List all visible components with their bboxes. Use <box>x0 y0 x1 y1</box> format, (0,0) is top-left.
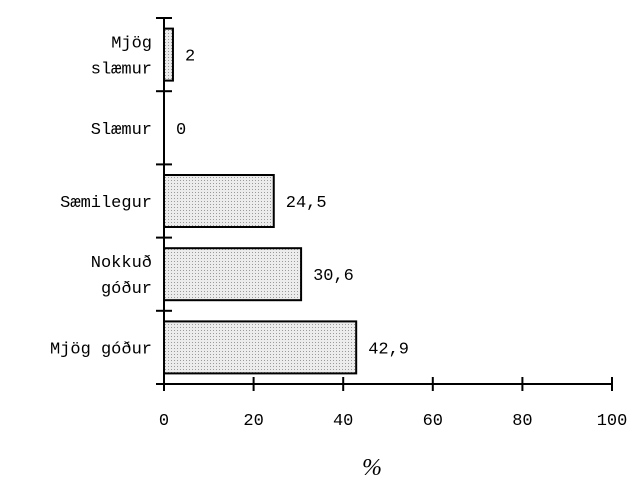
data-label: 24,5 <box>286 194 327 213</box>
category-label: Slæmur <box>91 121 152 140</box>
x-axis-title: % <box>362 455 382 481</box>
category-label: Sæmilegur <box>60 194 152 213</box>
x-tick-label: 60 <box>423 412 443 431</box>
x-tick-label: 20 <box>243 412 263 431</box>
bar <box>163 320 358 375</box>
x-tick-label: 40 <box>333 412 353 431</box>
category-label: Mjög <box>111 35 152 54</box>
bar <box>163 247 303 302</box>
data-label: 2 <box>185 48 195 67</box>
data-label: 42,9 <box>368 340 409 359</box>
x-tick-label: 0 <box>159 412 169 431</box>
x-tick-label: 80 <box>512 412 532 431</box>
category-label: góður <box>101 280 152 299</box>
category-label: slæmur <box>91 61 152 80</box>
data-label: 0 <box>176 121 186 140</box>
x-tick-label: 100 <box>597 412 628 431</box>
plot-area: 2024,530,642,9MjögslæmurSlæmurSæmilegurN… <box>50 17 628 431</box>
category-label: Mjög góður <box>50 340 152 359</box>
data-label: 30,6 <box>313 267 354 286</box>
bar <box>163 27 174 82</box>
category-label: Nokkuð <box>91 254 152 273</box>
bar <box>163 174 275 228</box>
